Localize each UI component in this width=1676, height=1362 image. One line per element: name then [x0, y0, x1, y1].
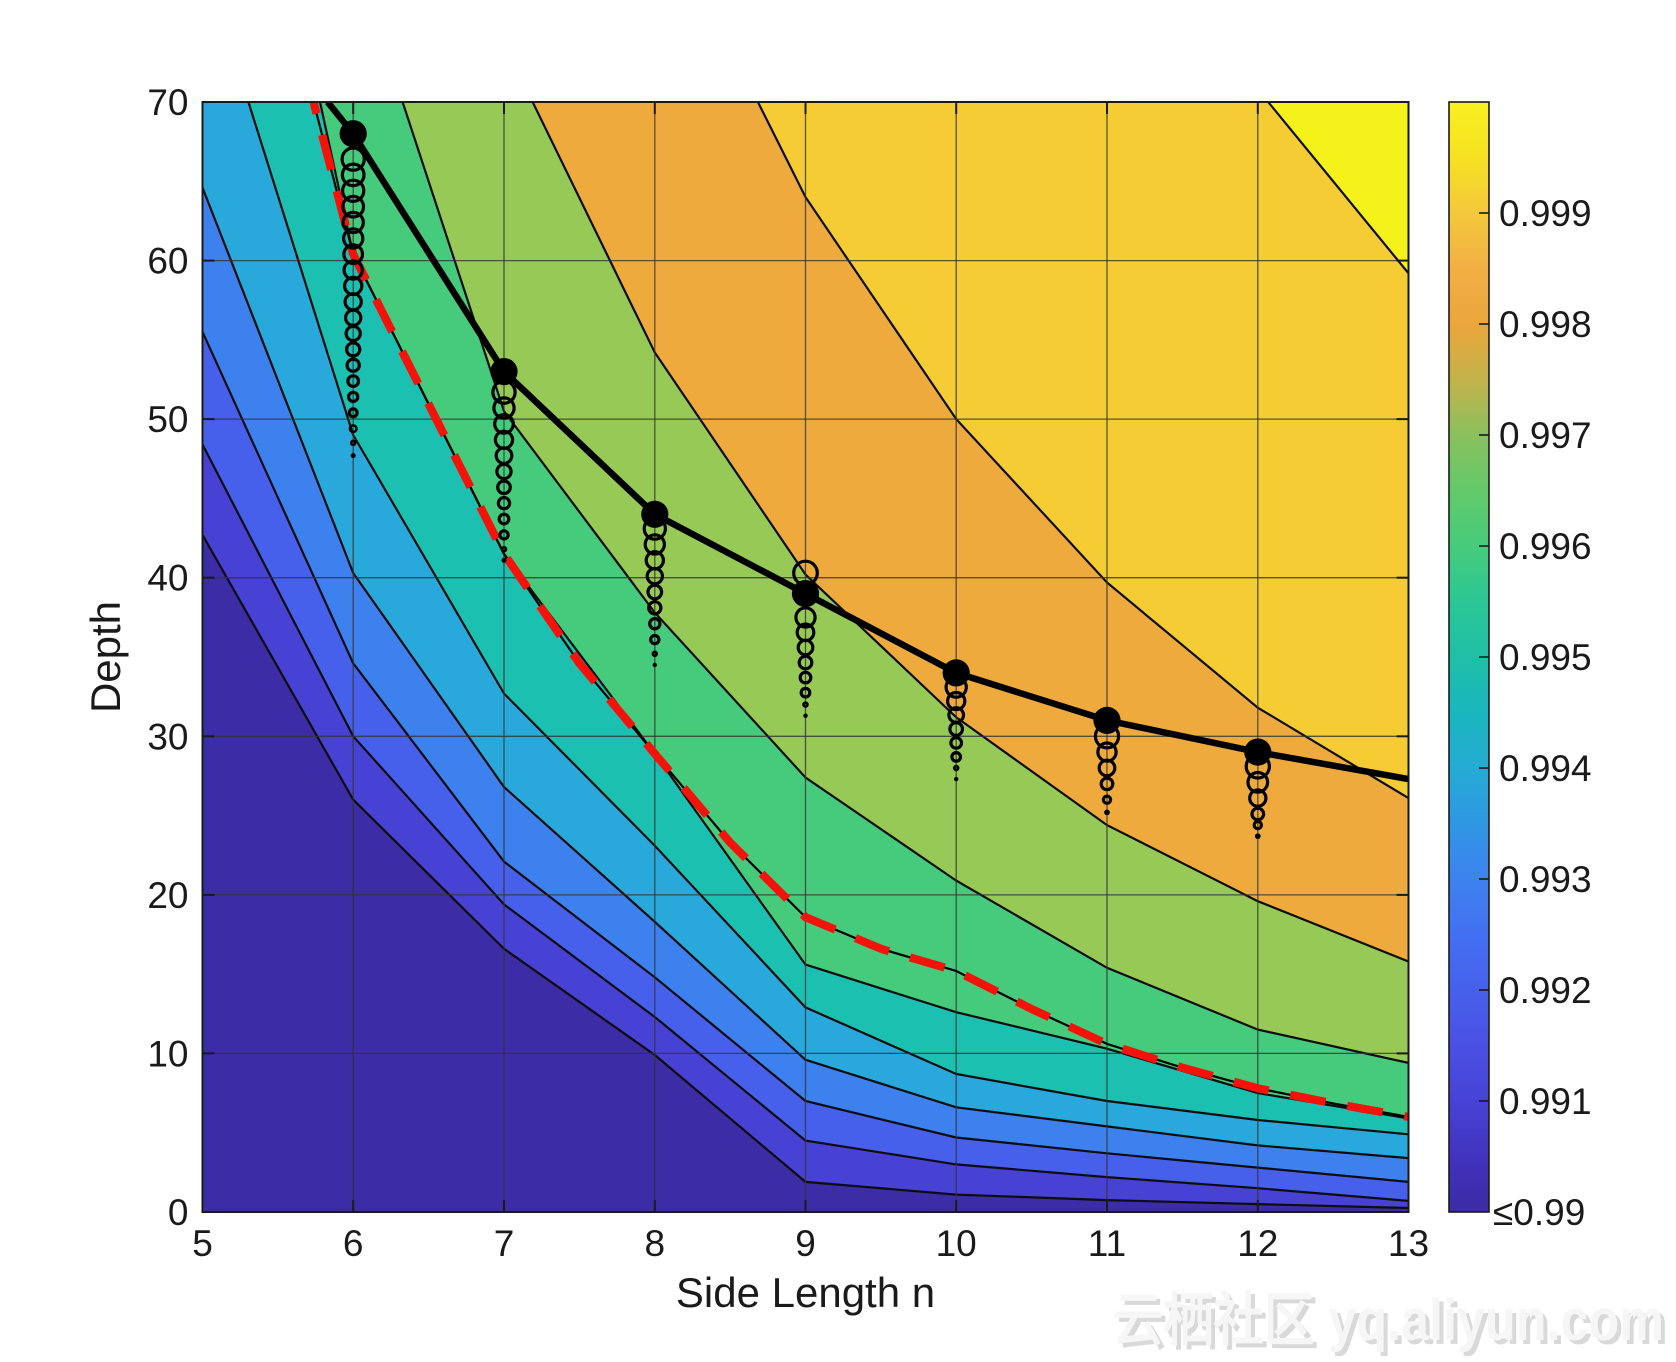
svg-text:云栖社区 yq.aliyun.com: 云栖社区 yq.aliyun.com: [1113, 1288, 1664, 1353]
svg-text:30: 30: [147, 716, 188, 757]
svg-text:12: 12: [1237, 1223, 1278, 1264]
svg-text:11: 11: [1088, 1223, 1126, 1264]
svg-text:7: 7: [494, 1223, 515, 1264]
svg-text:0: 0: [168, 1192, 189, 1233]
svg-text:6: 6: [343, 1223, 364, 1264]
svg-text:0.998: 0.998: [1499, 304, 1592, 345]
svg-text:10: 10: [936, 1223, 977, 1264]
svg-text:40: 40: [147, 558, 188, 599]
svg-text:60: 60: [147, 241, 188, 282]
svg-text:0.991: 0.991: [1499, 1081, 1592, 1122]
svg-text:0.995: 0.995: [1499, 637, 1592, 678]
svg-text:0.994: 0.994: [1499, 748, 1592, 789]
svg-text:云栖社区 yq.aliyun.com: 云栖社区 yq.aliyun.com: [1117, 1292, 1668, 1357]
svg-text:0.993: 0.993: [1499, 859, 1592, 900]
svg-text:20: 20: [147, 875, 188, 916]
svg-text:0.997: 0.997: [1499, 415, 1592, 456]
svg-text:5: 5: [192, 1223, 213, 1264]
svg-text:70: 70: [147, 82, 188, 123]
svg-text:0.999: 0.999: [1499, 193, 1592, 234]
svg-text:≤0.99: ≤0.99: [1493, 1192, 1585, 1233]
svg-text:8: 8: [645, 1223, 666, 1264]
svg-text:50: 50: [147, 399, 188, 440]
svg-text:0.996: 0.996: [1499, 526, 1592, 567]
svg-text:Side Length n: Side Length n: [676, 1269, 935, 1316]
svg-text:13: 13: [1388, 1223, 1429, 1264]
svg-text:Depth: Depth: [82, 601, 129, 713]
svg-text:0.992: 0.992: [1499, 970, 1592, 1011]
svg-text:9: 9: [795, 1223, 816, 1264]
svg-text:10: 10: [147, 1033, 188, 1074]
